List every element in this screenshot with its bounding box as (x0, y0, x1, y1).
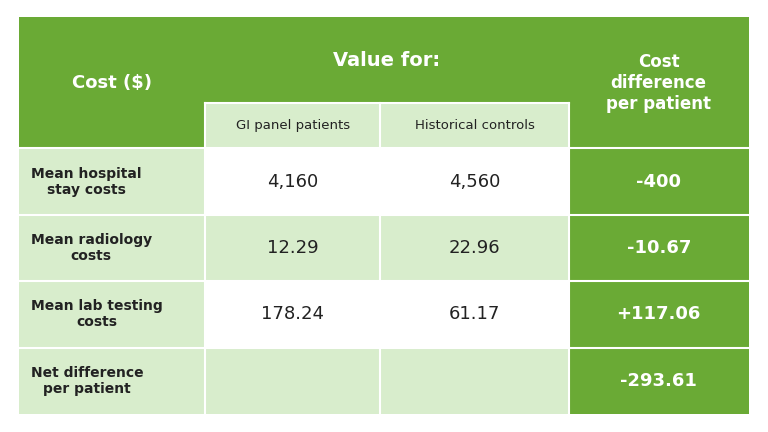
Text: 22.96: 22.96 (449, 239, 500, 257)
Text: Cost ($): Cost ($) (72, 74, 152, 92)
Text: 4,160: 4,160 (267, 173, 319, 191)
Bar (205, 348, 380, 414)
Bar (568, 281, 749, 348)
Text: 61.17: 61.17 (449, 305, 500, 324)
Bar (205, 215, 380, 281)
Text: Mean radiology
costs: Mean radiology costs (31, 233, 152, 263)
Bar (568, 149, 749, 215)
Bar (205, 17, 568, 103)
Text: Historical controls: Historical controls (415, 119, 535, 132)
Text: -293.61: -293.61 (621, 372, 697, 390)
Bar (205, 281, 380, 348)
Bar (380, 348, 568, 414)
Bar (19, 348, 205, 414)
Bar (568, 17, 749, 149)
Text: GI panel patients: GI panel patients (236, 119, 350, 132)
Bar (205, 149, 380, 215)
Text: +117.06: +117.06 (617, 305, 701, 324)
Bar (205, 103, 380, 149)
Text: Cost
difference
per patient: Cost difference per patient (606, 53, 711, 113)
Text: 4,560: 4,560 (449, 173, 500, 191)
Text: Mean lab testing
costs: Mean lab testing costs (31, 299, 163, 330)
Bar (19, 281, 205, 348)
Text: 178.24: 178.24 (261, 305, 324, 324)
Text: -400: -400 (636, 173, 681, 191)
Bar (380, 149, 568, 215)
Bar (380, 215, 568, 281)
Text: Net difference
per patient: Net difference per patient (31, 365, 144, 396)
Bar (19, 17, 205, 149)
Text: Value for:: Value for: (333, 51, 441, 70)
Text: 12.29: 12.29 (267, 239, 319, 257)
Text: -10.67: -10.67 (627, 239, 691, 257)
Bar (568, 215, 749, 281)
Bar (19, 149, 205, 215)
Bar (380, 281, 568, 348)
Bar (380, 103, 568, 149)
Bar (19, 215, 205, 281)
Text: Mean hospital
stay costs: Mean hospital stay costs (31, 166, 141, 197)
Bar (568, 348, 749, 414)
